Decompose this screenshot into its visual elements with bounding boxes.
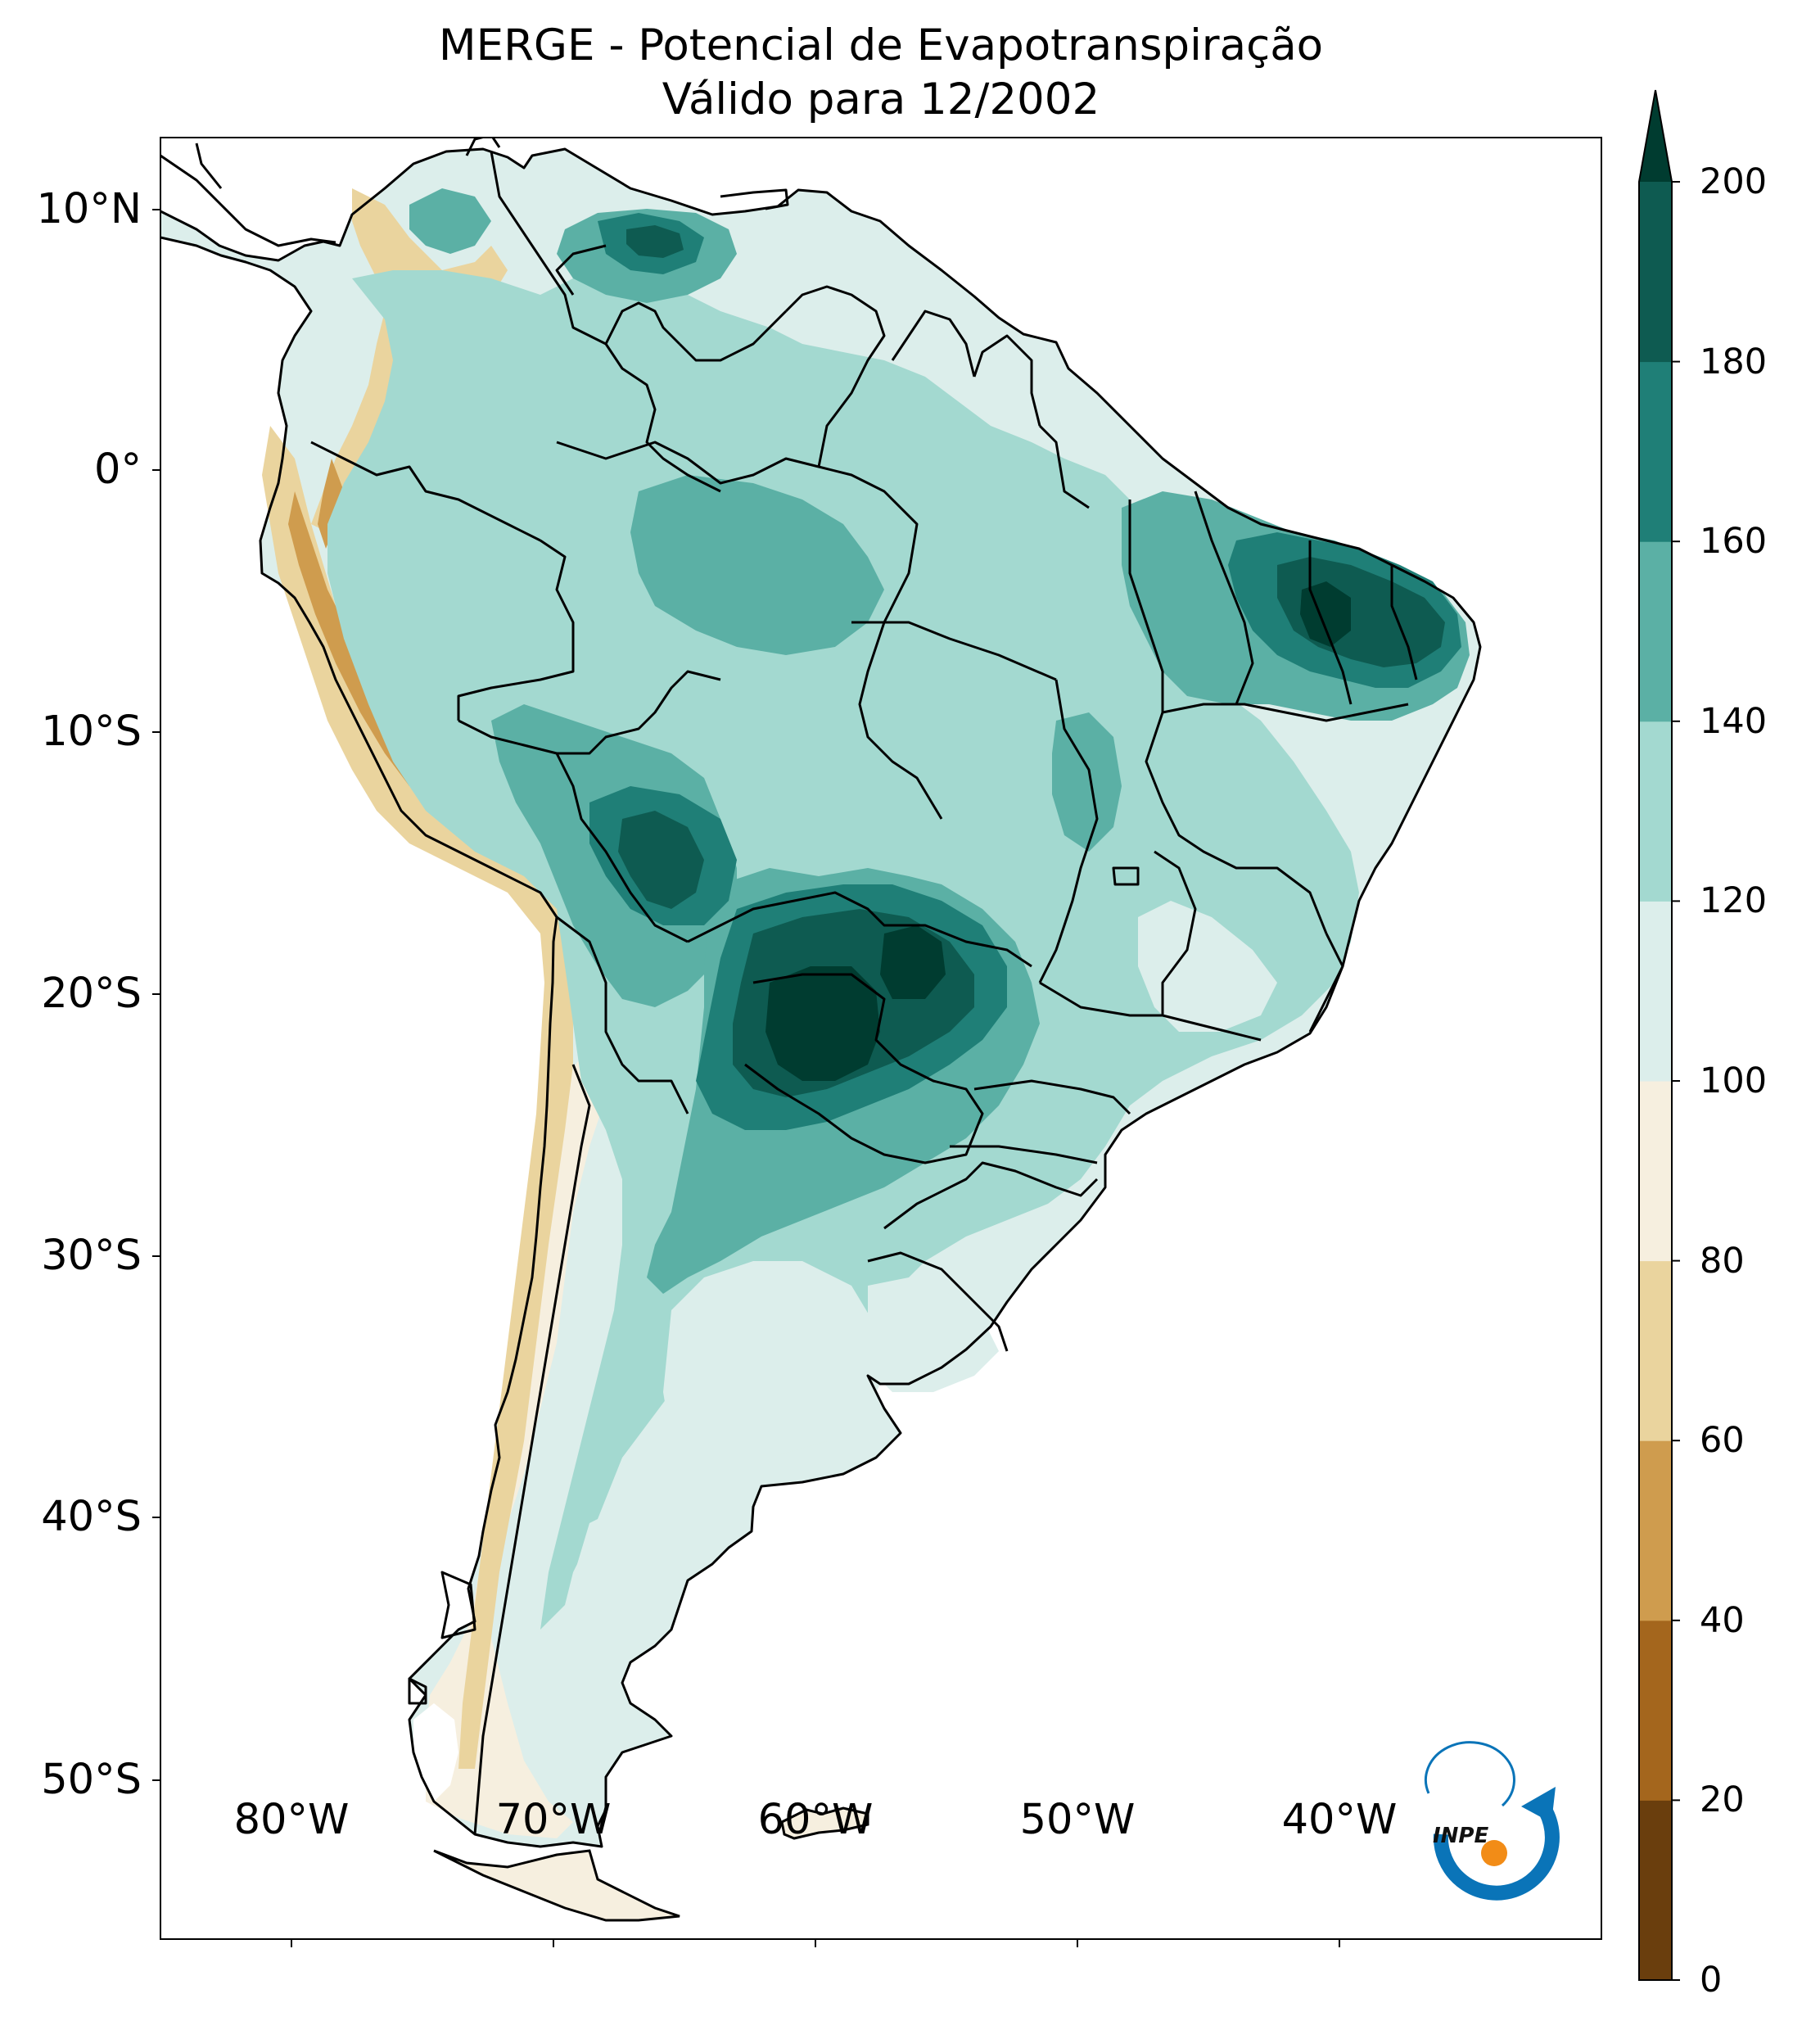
colorbar-tick-label: 40: [1700, 1599, 1745, 1641]
colorbar-tick-label: 100: [1700, 1060, 1768, 1101]
lon-label-60w: 60°W: [757, 1796, 874, 1844]
colorbar-extend-arrow: [1639, 90, 1672, 182]
colorbar-segment: [1639, 901, 1672, 1082]
colorbar-tick-label: 200: [1700, 161, 1768, 202]
colorbar-segment: [1639, 541, 1672, 722]
andes-tan: [262, 426, 573, 1769]
country-borders: [160, 138, 1482, 1848]
colorbar-tick-label: 160: [1700, 521, 1768, 563]
venezuela-dark-180: [626, 225, 684, 258]
lat-label-20s: 20°S: [41, 970, 142, 1018]
colorbar-ticks: [1672, 181, 1680, 1981]
colorbar-tick-label: 80: [1700, 1240, 1745, 1282]
colorbar-segment: [1639, 1081, 1672, 1262]
map-frame: [160, 137, 1602, 1940]
colorbar-tick-label: 20: [1700, 1779, 1745, 1821]
lon-ticks: [291, 1939, 1340, 1947]
amazon-teal-140: [630, 475, 884, 655]
colorbar-tick-label: 0: [1700, 1960, 1723, 2001]
colorbar-segments: [1639, 182, 1672, 1981]
colombia-teal-140: [409, 188, 491, 254]
chart-title: MERGE - Potencial de Evapotranspiração: [438, 20, 1324, 70]
colorbar-segment: [1639, 1620, 1672, 1801]
bolivia-dark-180: [618, 811, 704, 909]
colorbar-tick-label: 180: [1700, 341, 1768, 382]
uruguay-light: [868, 1277, 999, 1392]
colorbar-tick-label: 120: [1700, 880, 1768, 922]
andes-north-brown: [318, 459, 344, 549]
colorbar-segment: [1639, 721, 1672, 902]
patagonia-white: [413, 1703, 458, 1802]
colorbar-segment: [1639, 361, 1672, 542]
logo-dot: [1481, 1840, 1507, 1866]
lat-label-30s: 30°S: [41, 1232, 142, 1280]
lat-label-0: 0°: [94, 445, 142, 494]
south-light-100b: [577, 1507, 663, 1638]
lon-label-80w: 80°W: [233, 1796, 350, 1844]
lat-label-40s: 40°S: [41, 1493, 142, 1541]
colorbar-tick-label: 60: [1700, 1420, 1745, 1462]
lon-label-40w: 40°W: [1281, 1796, 1398, 1844]
south-light-100: [663, 1261, 884, 1474]
lat-label-10s: 10°S: [41, 708, 142, 756]
logo-text: INPE: [1433, 1824, 1488, 1848]
colorbar-segment: [1639, 182, 1672, 363]
inpe-logo: INPE: [1424, 1741, 1560, 1901]
colorbar-segment: [1639, 1440, 1672, 1621]
lon-label-50w: 50°W: [1019, 1796, 1136, 1844]
colorbar-segment: [1639, 1260, 1672, 1441]
lat-ticks: [152, 209, 160, 1781]
lon-label-70w: 70°W: [495, 1796, 612, 1844]
logo-arrow-icon: [1521, 1787, 1556, 1823]
lat-label-10n: 10°N: [36, 185, 142, 233]
colorbar: [1638, 89, 1680, 1981]
lat-label-50s: 50°S: [41, 1756, 142, 1804]
mid-brazil-teal-140: [1052, 712, 1122, 852]
central-brazil-light: [1138, 901, 1277, 1032]
chart-subtitle: Válido para 12/2002: [662, 75, 1100, 124]
falkland-islands: [780, 1806, 869, 1840]
logo-ring: [1424, 1741, 1515, 1807]
colorbar-segment: [1639, 1800, 1672, 1981]
tierra-del-fuego: [433, 1849, 680, 1922]
colorbar-tick-label: 140: [1700, 700, 1768, 742]
mato-grosso-extend-200: [880, 925, 946, 999]
colorbar-outline: [1638, 89, 1673, 1981]
paraguay-extend-200: [765, 966, 880, 1081]
map-plot-area: [160, 138, 1482, 1922]
logo-swoosh: [1433, 1797, 1560, 1901]
